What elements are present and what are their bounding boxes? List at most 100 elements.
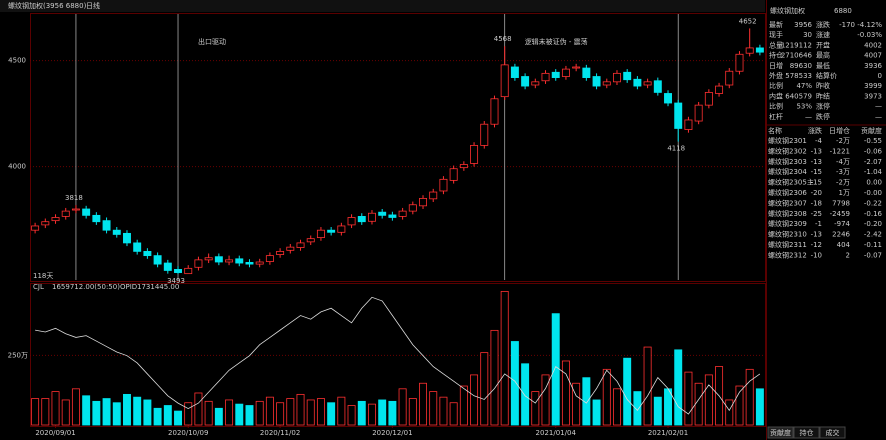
volume-bar (51, 391, 60, 426)
quote-cell: 53% (796, 103, 812, 111)
table-cell: 7798 (832, 199, 850, 207)
tab-label[interactable]: 贡献度 (770, 428, 791, 437)
volume-bar (245, 405, 254, 426)
quote-cell: 昨结 (816, 91, 830, 100)
legend-value: 1659712.00(50:50) (52, 283, 120, 291)
volume-bar (694, 382, 703, 426)
volume-bar (735, 385, 744, 426)
table-cell: 1万 (839, 189, 850, 197)
volume-bar (613, 388, 621, 426)
x-tick-label: 2021/02/01 (648, 429, 688, 437)
quote-cell: 持仓 (769, 51, 783, 60)
candle-body (429, 191, 438, 200)
candle-body (235, 258, 244, 264)
quote-cell: 30 (803, 31, 812, 39)
x-tick-label: 2020/12/01 (372, 429, 412, 437)
price-label: 3818 (65, 194, 83, 202)
candle-body (551, 71, 560, 78)
tab[interactable] (819, 426, 846, 439)
volume-bar (214, 407, 223, 426)
candle-body (531, 81, 540, 86)
quote-code: 6880 (834, 7, 852, 15)
table-cell: 螺纹钢2305主 (768, 178, 814, 187)
price-label: 4652 (739, 17, 757, 25)
volume-bar (480, 352, 489, 426)
table-cell: -15 (811, 179, 822, 187)
quote-cell: — (805, 113, 812, 121)
table-cell: -0.00 (864, 189, 882, 197)
candle-body (684, 119, 693, 130)
candle-body (510, 66, 519, 78)
period-selector[interactable]: 日线 (86, 1, 100, 10)
candle-body (102, 220, 111, 231)
table-cell: -3万 (836, 168, 850, 176)
quote-cell: 89630 (790, 62, 812, 70)
table-cell: -2万 (836, 179, 850, 187)
volume-bar (378, 399, 387, 426)
tab-label[interactable]: 成交 (826, 428, 840, 437)
quote-cell: — (875, 113, 882, 121)
volume-bar (123, 393, 131, 426)
table-cell: 螺纹钢2307 (768, 198, 807, 207)
quote-cell: 涨停 (816, 102, 830, 111)
volume-bar (459, 385, 468, 426)
volume-bar (337, 396, 346, 426)
candle-body (265, 255, 274, 262)
volume-bar (704, 374, 713, 426)
volume-bar (296, 393, 305, 426)
table-cell: -0.07 (864, 251, 882, 259)
volume-bar (286, 398, 295, 426)
candle-body (633, 78, 642, 87)
volume-bar (357, 400, 366, 426)
candle-body (388, 214, 397, 218)
table-cell: 螺纹钢2301 (768, 136, 807, 145)
table-cell: 螺纹钢2306 (768, 188, 807, 197)
quote-cell: 比例 (769, 81, 783, 90)
candle-body (357, 216, 366, 223)
candle-body (419, 197, 427, 207)
table-cell: 螺纹钢2304 (768, 167, 807, 176)
price-label: 3493 (167, 277, 185, 285)
x-tick-label: 2020/10/09 (168, 429, 208, 437)
quote-cell: 最高 (816, 51, 830, 60)
table-cell: 2 (846, 251, 850, 259)
candle-body (245, 262, 254, 265)
volume-bar (531, 391, 540, 426)
volume-bar (510, 341, 519, 426)
candle-body (561, 68, 570, 77)
candle-body (123, 232, 131, 244)
tab[interactable] (793, 426, 820, 439)
quote-cell: 640579 (785, 92, 812, 100)
volume-bar (31, 398, 40, 426)
quote-cell: 杠杆 (769, 112, 783, 121)
candle-body (582, 67, 591, 78)
volume-bar (745, 368, 754, 426)
tab-label[interactable]: 持仓 (800, 428, 814, 437)
volume-bar (316, 398, 325, 426)
candle-body (204, 257, 213, 261)
candle-body (296, 242, 305, 248)
quote-cell: 3999 (864, 82, 882, 90)
candle-body (745, 47, 754, 54)
candle-body (112, 229, 121, 235)
span-label: 118天 (33, 272, 53, 280)
y-tick-label: 250万 (8, 351, 28, 359)
table-cell: -2.07 (864, 158, 882, 166)
candle-body (225, 259, 234, 263)
quote-cell: 外盘 (769, 71, 783, 80)
legend-value: 1731445.00 (137, 283, 179, 291)
table-cell: 404 (837, 241, 851, 249)
volume-bar (143, 399, 152, 426)
table-cell: -15 (811, 168, 822, 176)
volume-bar (602, 368, 611, 426)
header-title: 螺纹钢加权(3956 6880) (8, 1, 87, 10)
table-cell: -1 (815, 220, 822, 228)
legend-name: CJL (33, 283, 44, 291)
candle-body (398, 210, 407, 217)
quote-cell: 内盘 (769, 91, 783, 100)
volume-bar (633, 391, 642, 426)
volume-bar (429, 391, 438, 426)
tab[interactable] (767, 426, 794, 439)
candle-body (674, 102, 683, 129)
quote-cell: 涨速 (816, 30, 830, 39)
